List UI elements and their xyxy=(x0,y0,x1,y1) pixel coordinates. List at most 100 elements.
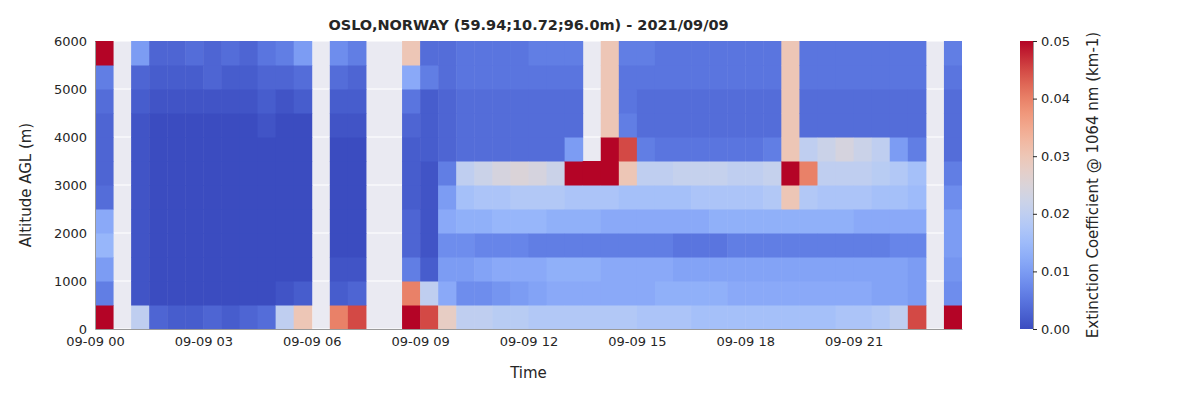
heatmap-cell xyxy=(583,281,602,306)
heatmap-cell xyxy=(691,281,710,306)
heatmap-cell xyxy=(601,305,620,329)
heatmap-cell xyxy=(637,137,656,162)
heatmap-cell xyxy=(890,89,909,114)
heatmap-cell xyxy=(330,137,349,162)
heatmap-cell xyxy=(456,113,475,138)
heatmap-cell xyxy=(745,257,764,282)
heatmap-cell xyxy=(799,233,818,258)
heatmap-cell xyxy=(330,161,349,186)
colorbar-tick-mark xyxy=(1033,329,1037,330)
heatmap-cell xyxy=(637,41,656,66)
heatmap-cell xyxy=(673,41,692,66)
heatmap-cell xyxy=(240,185,259,210)
heatmap-cell xyxy=(420,161,439,186)
heatmap-cell xyxy=(637,257,656,282)
heatmap-cell xyxy=(890,209,909,234)
heatmap-cell xyxy=(601,65,620,90)
heatmap-cell xyxy=(836,65,855,90)
heatmap-cell xyxy=(818,161,837,186)
heatmap-cell xyxy=(601,161,620,186)
heatmap-cell xyxy=(258,65,277,90)
heatmap-cell xyxy=(872,65,891,90)
heatmap-cell xyxy=(149,161,168,186)
heatmap-cell xyxy=(438,257,457,282)
heatmap-cell xyxy=(763,161,782,186)
heatmap-cell xyxy=(673,305,692,329)
heatmap-cell xyxy=(529,113,548,138)
heatmap-cell xyxy=(420,233,439,258)
heatmap-cell xyxy=(348,281,367,306)
heatmap-cell xyxy=(709,161,728,186)
colorbar-tick-label: 0.01 xyxy=(1041,264,1070,279)
heatmap-cell xyxy=(818,281,837,306)
x-tick-label: 09-09 09 xyxy=(391,334,449,349)
heatmap-cell xyxy=(420,65,439,90)
heatmap-cell xyxy=(944,41,962,66)
heatmap-cell xyxy=(456,65,475,90)
heatmap-cell xyxy=(221,113,240,138)
heatmap-cell xyxy=(583,185,602,210)
heatmap-cell xyxy=(258,233,277,258)
heatmap-cell xyxy=(637,185,656,210)
heatmap-cell xyxy=(763,113,782,138)
heatmap-cell xyxy=(258,41,277,66)
heatmap-cell xyxy=(474,161,493,186)
heatmap-cell xyxy=(456,185,475,210)
heatmap-cell xyxy=(745,185,764,210)
heatmap-cell xyxy=(348,209,367,234)
heatmap-cell xyxy=(420,281,439,306)
heatmap-cell xyxy=(818,185,837,210)
heatmap-cell xyxy=(348,185,367,210)
heatmap-cell xyxy=(167,281,186,306)
heatmap-cell xyxy=(944,161,962,186)
heatmap-cell xyxy=(95,305,114,329)
heatmap-cell xyxy=(691,257,710,282)
heatmap-cell xyxy=(763,281,782,306)
heatmap-cell xyxy=(854,305,873,329)
heatmap-cell xyxy=(547,65,566,90)
heatmap-cell xyxy=(131,113,150,138)
x-axis-title: Time xyxy=(509,364,547,382)
heatmap-cell xyxy=(402,209,421,234)
heatmap-cell xyxy=(330,89,349,114)
heatmap-cell xyxy=(763,257,782,282)
heatmap-cell xyxy=(818,65,837,90)
heatmap-cell xyxy=(619,209,638,234)
heatmap-cell xyxy=(167,257,186,282)
heatmap-cell xyxy=(854,41,873,66)
heatmap-cell xyxy=(601,185,620,210)
heatmap-cell xyxy=(492,89,511,114)
colorbar-axis-line xyxy=(1034,42,1038,330)
grid-line-x xyxy=(94,41,95,329)
heatmap-cell xyxy=(330,113,349,138)
heatmap-cell xyxy=(908,185,927,210)
heatmap-cell xyxy=(565,257,584,282)
heatmap-cell xyxy=(727,305,746,329)
heatmap-cell xyxy=(438,209,457,234)
heatmap-cell xyxy=(221,137,240,162)
heatmap-cell xyxy=(781,233,800,258)
heatmap-cell xyxy=(547,113,566,138)
heatmap-cell xyxy=(456,41,475,66)
heatmap-cell xyxy=(691,41,710,66)
heatmap-cell xyxy=(637,89,656,114)
heatmap-cell xyxy=(149,257,168,282)
y-tick-label: 4000 xyxy=(54,130,87,145)
colorbar-tick-label: 0.04 xyxy=(1041,91,1070,106)
heatmap-cell xyxy=(131,161,150,186)
heatmap-cell xyxy=(276,41,295,66)
cells xyxy=(95,41,962,329)
heatmap-cell xyxy=(547,185,566,210)
heatmap-cell xyxy=(240,41,259,66)
heatmap-cell xyxy=(908,113,927,138)
heatmap-cell xyxy=(565,41,584,66)
heatmap-cell xyxy=(510,41,529,66)
heatmap-cell xyxy=(781,137,800,162)
heatmap-cell xyxy=(221,233,240,258)
heatmap-cell xyxy=(420,305,439,329)
heatmap-cell xyxy=(601,137,620,162)
heatmap-cell xyxy=(601,257,620,282)
heatmap-cell xyxy=(763,137,782,162)
heatmap-cell xyxy=(763,305,782,329)
colorbar-tick-mark xyxy=(1033,41,1037,42)
